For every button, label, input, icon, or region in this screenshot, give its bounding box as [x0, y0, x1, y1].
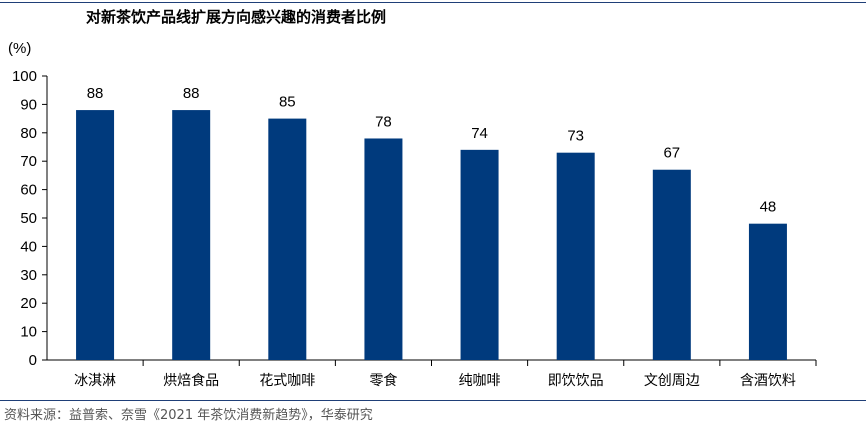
y-tick-label: 40 — [20, 238, 37, 255]
bar-value-label: 88 — [183, 85, 200, 102]
bar-value-label: 78 — [375, 113, 392, 130]
y-tick-label: 20 — [20, 295, 37, 312]
bar — [652, 169, 691, 360]
bar — [460, 149, 499, 360]
bar — [364, 138, 403, 360]
bar — [76, 110, 115, 360]
x-tick-label: 文创周边 — [644, 373, 700, 389]
y-tick-label: 30 — [20, 267, 37, 284]
bar-value-label: 73 — [567, 128, 584, 145]
x-tick-label: 冰淇淋 — [74, 373, 116, 389]
y-tick-label: 0 — [29, 352, 37, 369]
y-tick-label: 60 — [20, 182, 37, 199]
x-tick-label: 纯咖啡 — [459, 373, 501, 389]
x-tick-label: 花式咖啡 — [259, 373, 315, 389]
x-tick-label: 即饮饮品 — [548, 373, 604, 389]
y-tick-label: 100 — [12, 68, 37, 85]
bar-value-label: 85 — [279, 94, 296, 111]
y-tick-label: 10 — [20, 324, 37, 341]
bar-value-label: 48 — [760, 199, 777, 216]
y-axis-unit: (%) — [8, 40, 32, 57]
y-tick-label: 50 — [20, 210, 37, 227]
bar — [172, 110, 211, 360]
top-rule — [0, 2, 866, 3]
bar-chart: 0 10 20 30 40 50 60 70 80 90 100 88 冰淇淋 88 烘焙食品 85 花式咖啡 7… — [12, 68, 817, 389]
source-note: 资料来源：益普索、奈雪《2021 年茶饮消费新趋势》，华泰研究 — [4, 408, 373, 423]
y-tick-label: 70 — [20, 153, 37, 170]
chart-title: 对新茶饮产品线扩展方向感兴趣的消费者比例 — [86, 8, 387, 26]
bar — [748, 223, 787, 360]
bar — [268, 118, 307, 360]
y-tick-label: 80 — [20, 125, 37, 142]
bar-value-label: 67 — [663, 145, 680, 162]
bottom-rule — [0, 400, 866, 401]
x-tick-label: 烘焙食品 — [163, 372, 219, 389]
bar — [556, 152, 595, 360]
bar-value-label: 74 — [471, 125, 488, 142]
y-tick-label: 90 — [20, 96, 37, 113]
x-tick-label: 含酒饮料 — [740, 373, 796, 389]
bar-value-label: 88 — [87, 85, 104, 102]
x-tick-label: 零食 — [369, 372, 397, 389]
